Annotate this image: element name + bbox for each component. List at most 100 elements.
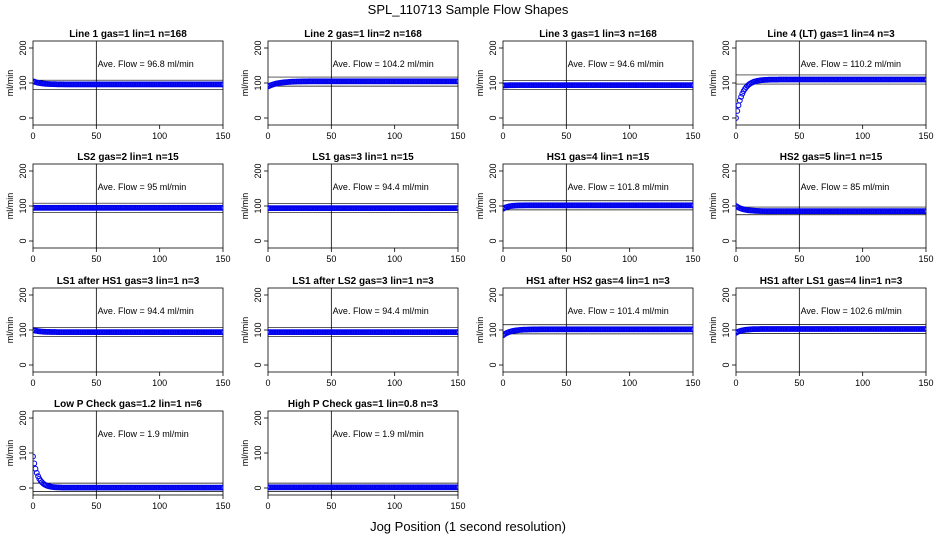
- y-tick-label: 0: [488, 238, 498, 243]
- y-tick-label: 200: [18, 163, 28, 178]
- y-tick-label: 100: [721, 75, 731, 90]
- y-axis-label: ml/min: [708, 317, 718, 344]
- y-axis-label: ml/min: [475, 193, 485, 220]
- y-axis-label: ml/min: [5, 70, 15, 97]
- x-tick-label: 150: [450, 254, 465, 264]
- data-point: [220, 329, 223, 335]
- panel-title: Line 2 gas=1 lin=2 n=168: [304, 29, 422, 40]
- y-tick-label: 100: [253, 198, 263, 213]
- y-axis-label: ml/min: [240, 317, 250, 344]
- y-tick-label: 200: [488, 163, 498, 178]
- panel-5: LS2 gas=2 lin=1 n=15 Ave. Flow = 95 ml/mi…: [5, 152, 231, 264]
- panel-title: LS1 after HS1 gas=3 lin=1 n=3: [57, 276, 200, 287]
- panel-4: Line 4 (LT) gas=1 lin=4 n=3 Ave. Flow = 1…: [708, 29, 934, 141]
- y-tick-label: 200: [721, 287, 731, 302]
- data-layer: [268, 164, 458, 248]
- data-point: [33, 470, 40, 476]
- panel-11: HS1 after HS2 gas=4 lin=1 n=3 Ave. Flow =…: [475, 276, 701, 388]
- data-point: [455, 205, 458, 211]
- panel-1: Line 1 gas=1 lin=1 n=168 Ave. Flow = 96.8…: [5, 29, 231, 141]
- x-tick-label: 50: [561, 254, 571, 264]
- plot-frame: [735, 163, 927, 249]
- x-tick-label: 0: [265, 254, 270, 264]
- data-point: [220, 204, 223, 211]
- y-axis-label: ml/min: [475, 317, 485, 344]
- x-tick-label: 150: [215, 501, 230, 511]
- data-point: [923, 76, 926, 83]
- figure-title: SPL_110713 Sample Flow Shapes: [367, 2, 569, 17]
- x-tick-label: 150: [450, 131, 465, 141]
- panel-7: HS1 gas=4 lin=1 n=15 Ave. Flow = 101.8 ml…: [475, 152, 701, 264]
- y-tick-label: 100: [253, 75, 263, 90]
- x-tick-label: 100: [152, 254, 167, 264]
- panel-title: LS1 gas=3 lin=1 n=15: [312, 152, 414, 163]
- flow-annotation: Ave. Flow = 95 ml/min: [98, 182, 187, 192]
- y-tick-label: 200: [18, 287, 28, 302]
- figure-x-axis-label: Jog Position (1 second resolution): [370, 519, 566, 534]
- panel-title: Line 3 gas=1 lin=3 n=168: [539, 29, 657, 40]
- y-tick-label: 100: [721, 198, 731, 213]
- y-tick-label: 0: [18, 362, 28, 367]
- data-point: [455, 78, 458, 85]
- x-tick-label: 100: [387, 501, 402, 511]
- x-tick-label: 0: [500, 131, 505, 141]
- panel-3: Line 3 gas=1 lin=3 n=168 Ave. Flow = 94.6…: [475, 29, 701, 141]
- panel-9: LS1 after HS1 gas=3 lin=1 n=3 Ave. Flow =…: [5, 276, 231, 388]
- data-point: [923, 326, 926, 332]
- x-tick-label: 0: [733, 131, 738, 141]
- x-tick-label: 150: [685, 254, 700, 264]
- plot-frame: [32, 410, 224, 496]
- x-tick-label: 0: [500, 254, 505, 264]
- data-point: [738, 93, 744, 100]
- x-tick-label: 150: [215, 254, 230, 264]
- x-tick-label: 50: [794, 254, 804, 264]
- data-layer: [268, 288, 458, 372]
- flow-annotation: Ave. Flow = 1.9 ml/min: [333, 429, 424, 439]
- y-tick-label: 100: [488, 322, 498, 337]
- x-tick-label: 0: [733, 378, 738, 388]
- x-tick-label: 150: [215, 378, 230, 388]
- y-axis-label: ml/min: [5, 193, 15, 220]
- data-point: [455, 329, 458, 335]
- y-tick-label: 100: [18, 198, 28, 213]
- data-point: [736, 102, 742, 109]
- flow-annotation: Ave. Flow = 94.6 ml/min: [568, 59, 664, 69]
- panel-title: LS1 after LS2 gas=3 lin=1 n=3: [292, 276, 434, 287]
- x-tick-label: 50: [794, 378, 804, 388]
- data-layer: [33, 411, 223, 495]
- y-tick-label: 0: [488, 115, 498, 120]
- y-axis-label: ml/min: [708, 193, 718, 220]
- data-point: [690, 82, 693, 88]
- y-axis-label: ml/min: [475, 70, 485, 97]
- x-tick-label: 50: [326, 501, 336, 511]
- x-tick-label: 100: [387, 254, 402, 264]
- panel-2: Line 2 gas=1 lin=2 n=168 Ave. Flow = 104.…: [240, 29, 466, 141]
- data-layer: [268, 411, 458, 495]
- y-tick-label: 0: [253, 362, 263, 367]
- y-tick-label: 100: [488, 198, 498, 213]
- data-layer: [736, 288, 926, 372]
- x-tick-label: 50: [91, 254, 101, 264]
- y-tick-label: 100: [18, 445, 28, 460]
- data-layer: [33, 288, 223, 372]
- x-tick-label: 0: [733, 254, 738, 264]
- x-tick-label: 100: [387, 131, 402, 141]
- panel-title: Line 4 (LT) gas=1 lin=4 n=3: [767, 29, 895, 40]
- data-layer: [503, 288, 693, 372]
- x-tick-label: 150: [918, 254, 933, 264]
- y-axis-label: ml/min: [708, 70, 718, 97]
- data-point: [923, 208, 926, 215]
- data-point: [690, 202, 693, 209]
- x-tick-label: 100: [387, 378, 402, 388]
- flow-annotation: Ave. Flow = 101.8 ml/min: [568, 182, 669, 192]
- x-tick-label: 50: [561, 131, 571, 141]
- x-tick-label: 100: [622, 254, 637, 264]
- y-tick-label: 100: [18, 322, 28, 337]
- data-point: [736, 97, 743, 104]
- x-tick-label: 150: [450, 501, 465, 511]
- panel-title: Line 1 gas=1 lin=1 n=168: [69, 29, 187, 40]
- flow-annotation: Ave. Flow = 110.2 ml/min: [801, 59, 901, 69]
- data-point: [33, 453, 36, 460]
- x-tick-label: 0: [265, 378, 270, 388]
- y-tick-label: 0: [488, 362, 498, 367]
